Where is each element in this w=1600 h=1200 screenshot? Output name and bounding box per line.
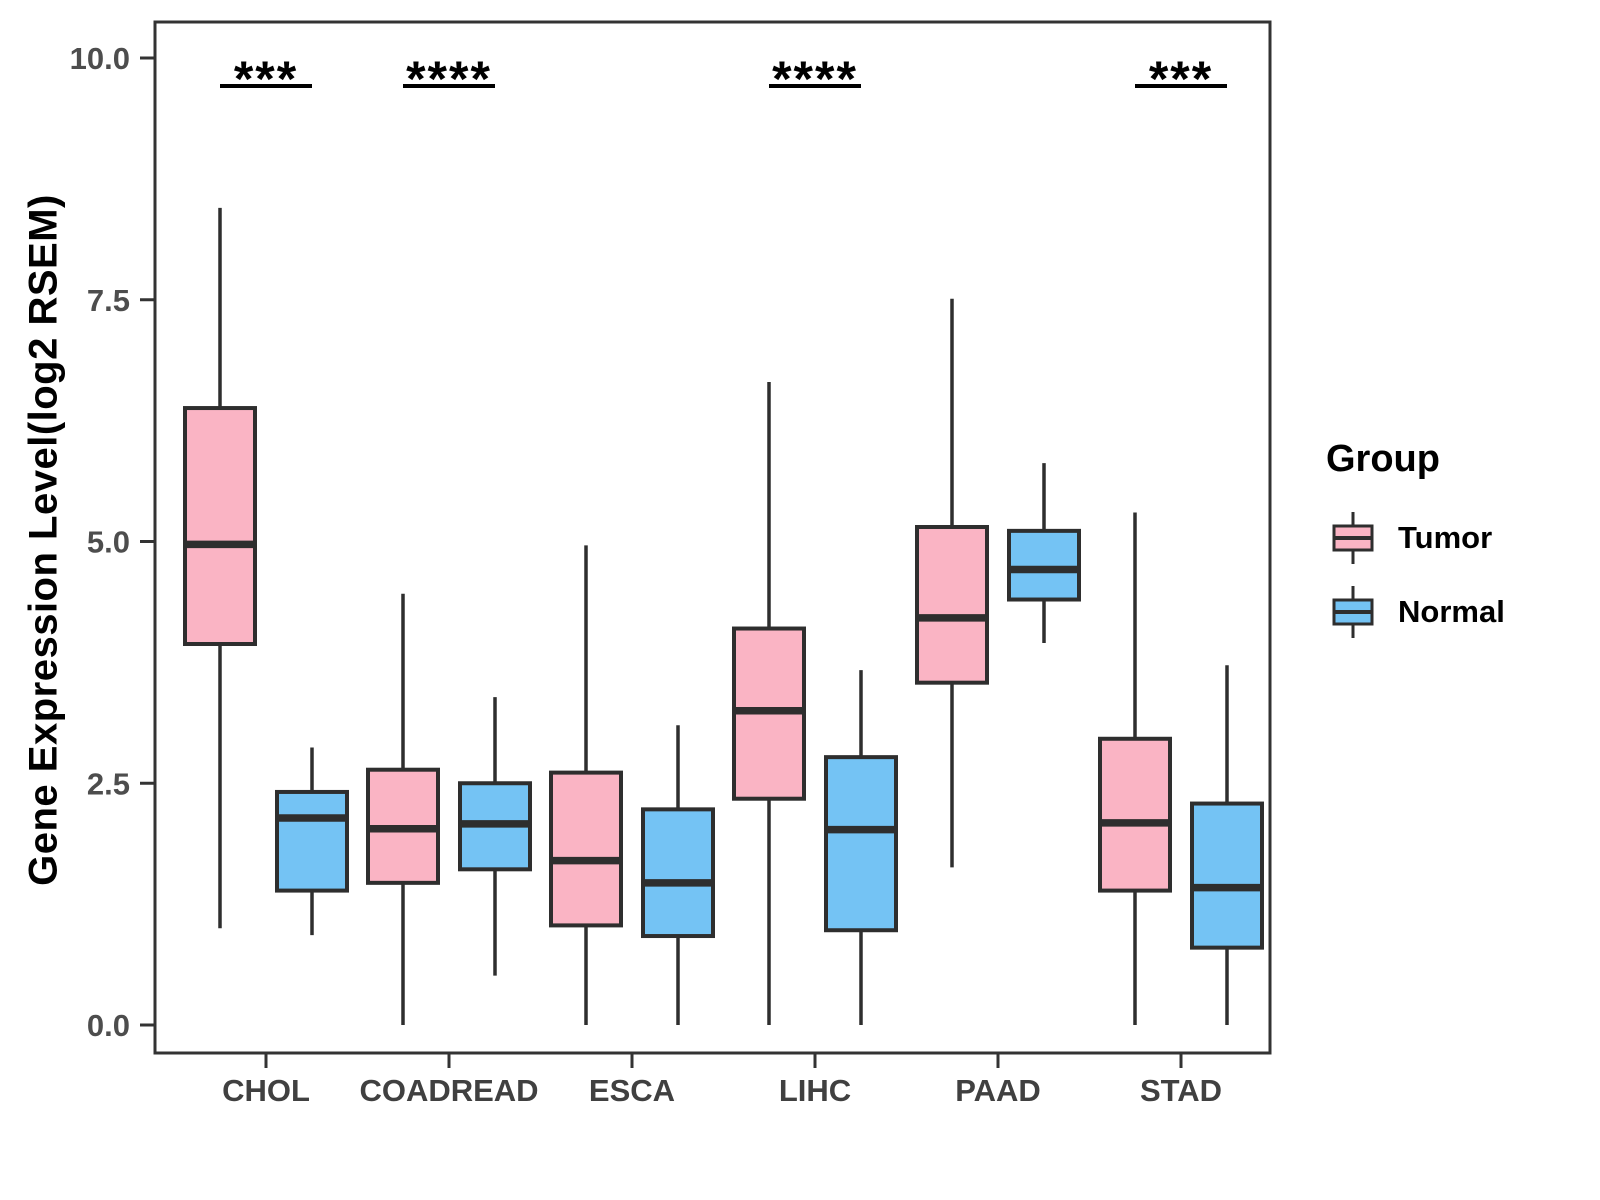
significance-stars-coadread: ****	[406, 51, 492, 107]
legend-item-normal: Normal	[1326, 583, 1505, 641]
iqr-box	[275, 789, 349, 893]
iqr-box	[824, 755, 898, 933]
legend: Group Tumor Normal	[1326, 438, 1505, 657]
box-tumor-LIHC	[732, 381, 806, 1025]
significance-stars-stad: ***	[1149, 51, 1213, 107]
x-category-label: STAD	[1140, 1073, 1222, 1108]
y-axis-title: Gene Expression Level(log2 RSEM)	[21, 194, 66, 886]
y-tick-label: 7.5	[87, 283, 130, 318]
y-tick-label: 0.0	[87, 1008, 130, 1043]
box-normal-PAAD	[1007, 463, 1081, 644]
significance-stars-chol: ***	[234, 51, 298, 107]
box-tumor-COADREAD	[366, 593, 440, 1025]
box-normal-COADREAD	[458, 697, 532, 976]
boxplot-key-icon	[1332, 512, 1374, 564]
box-tumor-CHOL	[183, 207, 257, 929]
legend-label-tumor: Tumor	[1398, 520, 1493, 555]
x-category-label: CHOL	[222, 1073, 310, 1108]
x-category-label: LIHC	[779, 1073, 851, 1108]
plot-panel	[153, 20, 1272, 1055]
iqr-box	[1190, 801, 1264, 950]
x-category-label: ESCA	[589, 1073, 675, 1108]
boxplot-key-icon	[1332, 586, 1374, 638]
iqr-box	[183, 406, 257, 647]
box-normal-LIHC	[824, 670, 898, 1025]
y-tick-label: 10.0	[70, 41, 130, 76]
x-category-label: COADREAD	[359, 1073, 538, 1108]
y-tick-label: 2.5	[87, 766, 130, 801]
iqr-box	[549, 770, 623, 928]
box-tumor-ESCA	[549, 545, 623, 1025]
significance-stars-lihc: ****	[772, 51, 858, 107]
legend-label-normal: Normal	[1398, 594, 1505, 629]
box-normal-CHOL	[275, 747, 349, 936]
box-normal-STAD	[1190, 665, 1264, 1025]
legend-item-tumor: Tumor	[1326, 509, 1505, 567]
iqr-box	[915, 524, 989, 685]
iqr-box	[1007, 528, 1081, 602]
box-tumor-STAD	[1098, 512, 1172, 1025]
x-category-label: PAAD	[955, 1073, 1041, 1108]
iqr-box	[641, 807, 715, 939]
box-tumor-PAAD	[915, 298, 989, 868]
legend-title: Group	[1326, 438, 1440, 480]
iqr-box	[1098, 736, 1172, 893]
y-tick-label: 5.0	[87, 525, 130, 560]
box-normal-ESCA	[641, 725, 715, 1025]
